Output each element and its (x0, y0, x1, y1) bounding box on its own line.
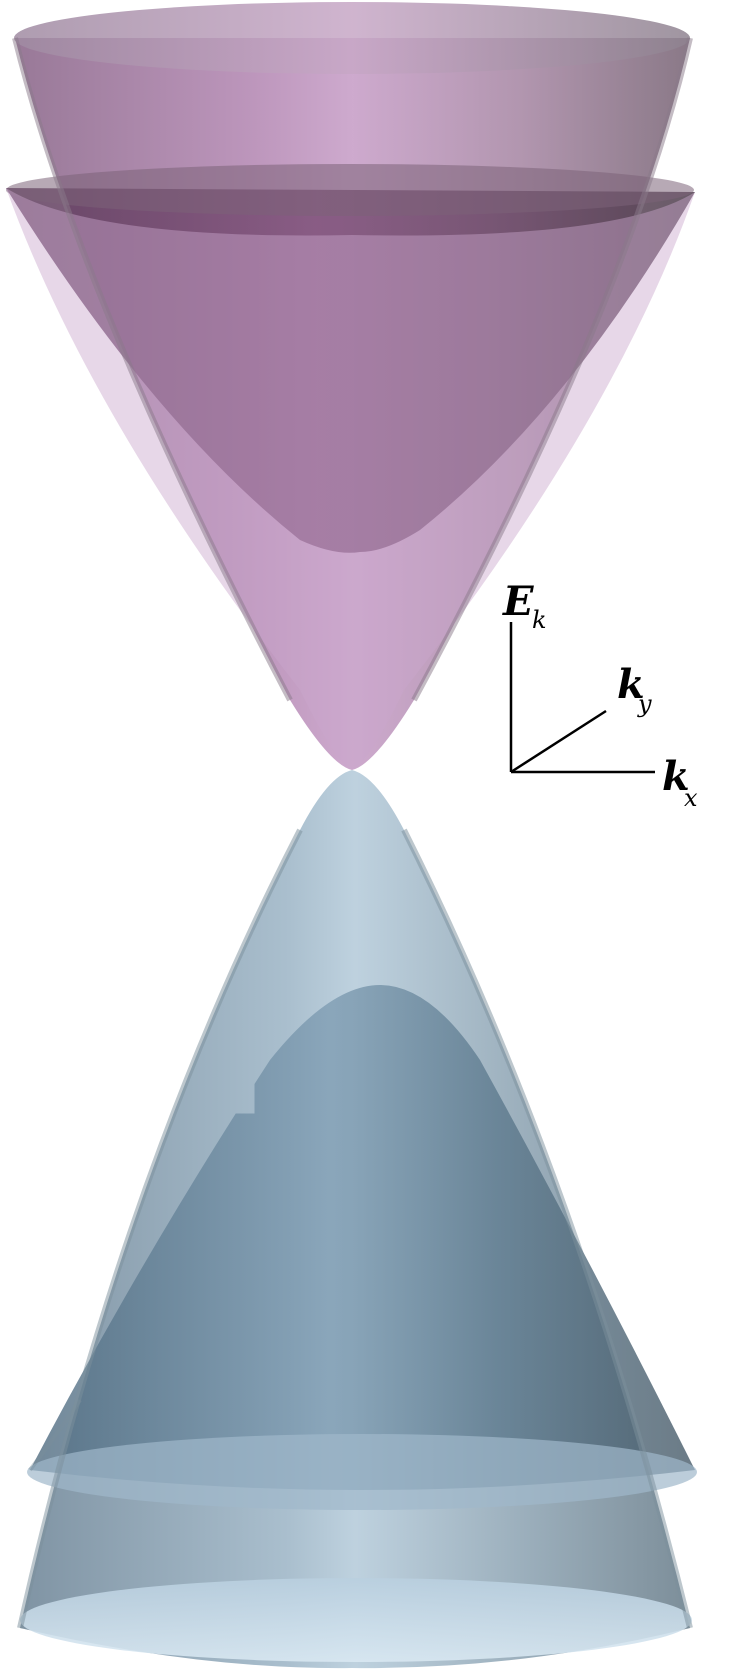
kx-axis-label: k x (662, 753, 698, 812)
ky-axis-line (510, 709, 607, 774)
conduction-band (6, 2, 695, 770)
valence-band (17, 770, 697, 1669)
conduction-cone-front (6, 188, 695, 770)
ky-axis-subscript: y (637, 690, 652, 718)
ky-axis-symbol: k (617, 661, 645, 708)
valence-cone-outer-base (20, 1578, 692, 1662)
conduction-cone-inner-rim (6, 164, 694, 216)
energy-axis-subscript: k (532, 606, 547, 634)
kx-axis-symbol: k (662, 753, 690, 800)
energy-axis-symbol: E (502, 578, 534, 625)
conduction-cone-outer-rim (14, 2, 690, 74)
ky-axis-label: k y (617, 661, 652, 718)
kx-axis-subscript: x (684, 784, 698, 812)
axes-indicator (509, 622, 655, 774)
valence-cone-inner (30, 985, 695, 1490)
valence-cone-inner-base (27, 1434, 697, 1510)
conduction-cone-inner (6, 188, 695, 553)
energy-axis-label: E k (502, 578, 547, 634)
